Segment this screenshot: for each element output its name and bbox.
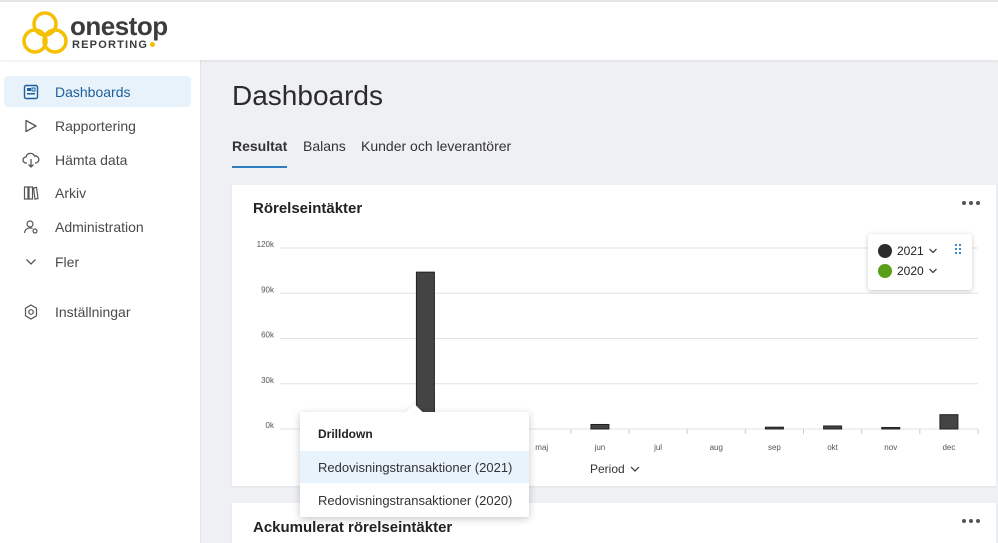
admin-icon bbox=[22, 218, 40, 236]
x-tick-label: sep bbox=[768, 443, 781, 452]
sidebar-item-hamta-data[interactable]: Hämta data bbox=[4, 144, 191, 175]
logo-subtitle: REPORTING bbox=[72, 39, 156, 51]
drilldown-title: Drilldown bbox=[318, 427, 373, 441]
chart-legend: 2021 2020 bbox=[868, 234, 972, 290]
card-title: Rörelseintäkter bbox=[253, 200, 363, 217]
drag-handle-icon[interactable] bbox=[954, 243, 962, 255]
chevron-down-icon bbox=[22, 253, 40, 271]
x-tick-label: nov bbox=[884, 443, 897, 452]
logo-name: onestop bbox=[70, 11, 168, 41]
top-header: onestop REPORTING bbox=[0, 0, 998, 60]
sidebar-item-fler[interactable]: Fler bbox=[4, 246, 191, 277]
drilldown-popup: Drilldown Redovisningstransaktioner (202… bbox=[300, 403, 529, 517]
chevron-down-icon bbox=[630, 466, 640, 472]
sidebar-item-label: Rapportering bbox=[55, 117, 136, 134]
dashboard-icon bbox=[22, 83, 40, 101]
gear-icon bbox=[22, 303, 40, 321]
legend-item-2021[interactable]: 2021 bbox=[878, 242, 938, 260]
archive-icon bbox=[22, 184, 40, 202]
sidebar-item-label: Arkiv bbox=[55, 184, 87, 201]
page-title: Dashboards bbox=[232, 80, 383, 111]
x-tick-label: aug bbox=[710, 443, 723, 452]
sidebar-item-rapportering[interactable]: Rapportering bbox=[4, 110, 191, 141]
more-options-icon[interactable] bbox=[962, 517, 980, 525]
x-tick-label: dec bbox=[942, 443, 955, 452]
legend-item-2020[interactable]: 2020 bbox=[878, 262, 938, 280]
tab-balans[interactable]: Balans bbox=[303, 138, 346, 154]
onestop-logo[interactable]: onestop REPORTING bbox=[22, 11, 168, 55]
legend-swatch bbox=[878, 264, 892, 278]
sidebar-item-label: Administration bbox=[55, 218, 144, 235]
card-title: Ackumulerat rörelseintäkter bbox=[253, 519, 453, 536]
legend-label: 2020 bbox=[897, 264, 924, 278]
sidebar-item-arkiv[interactable]: Arkiv bbox=[4, 177, 191, 208]
sidebar-item-label: Hämta data bbox=[55, 151, 128, 168]
x-tick-label: jul bbox=[653, 443, 662, 452]
tab-kunder-och-leverantorer[interactable]: Kunder och leverantörer bbox=[361, 138, 512, 154]
more-options-icon[interactable] bbox=[962, 199, 980, 207]
x-tick-label: jun bbox=[594, 443, 606, 452]
play-icon bbox=[22, 117, 40, 135]
sidebar-item-administration[interactable]: Administration bbox=[4, 211, 191, 242]
legend-label: 2021 bbox=[897, 244, 924, 258]
drilldown-item-2021[interactable]: Redovisningstransaktioner (2021) bbox=[300, 451, 529, 483]
legend-swatch bbox=[878, 244, 892, 258]
logo-rings-icon bbox=[22, 11, 68, 54]
bar-okt bbox=[823, 425, 843, 430]
y-tick-label: 90k bbox=[261, 285, 275, 294]
y-tick-label: 120k bbox=[257, 240, 275, 249]
bar-mar bbox=[415, 271, 435, 430]
x-axis-label: Period bbox=[590, 462, 625, 476]
chevron-down-icon bbox=[928, 268, 937, 274]
bar-nov bbox=[881, 426, 901, 430]
bar-dec bbox=[939, 414, 959, 430]
tab-resultat[interactable]: Resultat bbox=[232, 138, 288, 168]
bar-sep bbox=[764, 426, 784, 430]
bar-jun bbox=[590, 423, 610, 430]
y-tick-label: 0k bbox=[266, 421, 275, 430]
x-tick-label: maj bbox=[535, 443, 548, 452]
y-tick-label: 60k bbox=[261, 331, 275, 340]
cloud-download-icon bbox=[22, 151, 40, 169]
sidebar: Dashboards Rapportering Hämta data Arkiv… bbox=[0, 60, 201, 543]
drilldown-item-2020[interactable]: Redovisningstransaktioner (2020) bbox=[318, 492, 513, 508]
chevron-down-icon bbox=[928, 248, 937, 254]
sidebar-item-label: Inställningar bbox=[55, 303, 131, 320]
period-axis-selector[interactable]: Period bbox=[590, 462, 640, 476]
y-tick-label: 30k bbox=[261, 376, 275, 385]
sidebar-item-label: Fler bbox=[55, 253, 80, 270]
sidebar-item-dashboards[interactable]: Dashboards bbox=[4, 76, 191, 107]
x-tick-label: okt bbox=[827, 443, 838, 452]
sidebar-item-installningar[interactable]: Inställningar bbox=[4, 296, 191, 327]
sidebar-item-label: Dashboards bbox=[55, 83, 131, 100]
